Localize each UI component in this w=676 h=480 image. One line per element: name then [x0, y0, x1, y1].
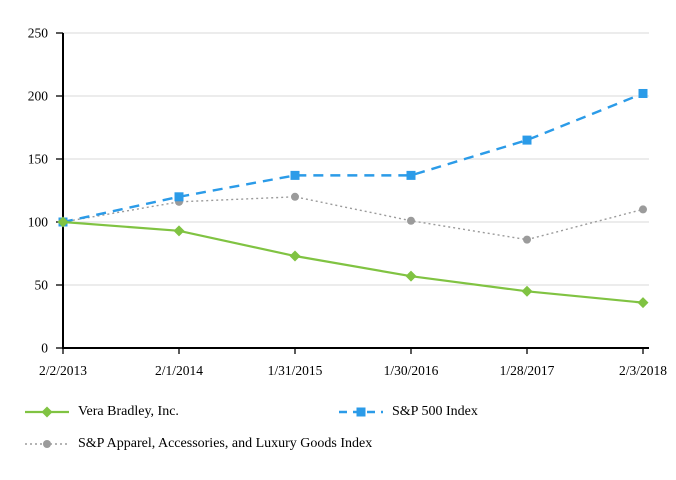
x-axis-tick-label: 1/28/2017	[500, 363, 555, 378]
x-axis-tick-label: 2/2/2013	[39, 363, 87, 378]
legend-swatch-s-p-500-index	[339, 407, 383, 417]
data-point-vera-bradley-inc-1/28/2017	[521, 285, 533, 297]
data-point-vera-bradley-inc-2/2/2013	[57, 216, 69, 228]
data-point-vera-bradley-inc-2/3/2018	[637, 297, 649, 309]
data-point-s-p-500-index-2/1/2014	[174, 192, 184, 202]
data-point-s-p-apparel-accessories-and-luxury-goods-index-1/30/2016	[407, 216, 415, 225]
legend-marker-vera-bradley	[25, 406, 69, 418]
legend-swatch-s-p-apparel-accessories-and-luxury-goods-index	[25, 440, 69, 448]
x-axis-tick-label: 2/1/2014	[155, 363, 203, 378]
legend-item-vera-bradley: Vera Bradley, Inc.	[25, 404, 179, 420]
legend-item-sp500: S&P 500 Index	[339, 404, 478, 420]
x-axis-tick-label: 2/3/2018	[619, 363, 667, 378]
y-axis-tick-label: 250	[28, 26, 49, 41]
data-point-vera-bradley-inc-1/30/2016	[405, 270, 417, 282]
data-point-s-p-apparel-accessories-and-luxury-goods-index-1/28/2017	[523, 235, 531, 244]
x-axis-tick-label: 1/31/2015	[268, 363, 323, 378]
data-point-s-p-apparel-accessories-and-luxury-goods-index-2/3/2018	[639, 205, 647, 214]
series-vera-bradley-inc	[57, 216, 649, 309]
legend-item-sp-apparel-index: S&P Apparel, Accessories, and Luxury Goo…	[25, 436, 372, 452]
data-point-vera-bradley-inc-1/31/2015	[289, 250, 301, 262]
legend-marker-shape	[43, 440, 51, 448]
series-line-s-p-500-index	[62, 92, 644, 224]
y-axis-tick-label: 0	[41, 341, 48, 356]
data-point-s-p-500-index-1/30/2016	[406, 170, 416, 180]
data-point-s-p-500-index-1/28/2017	[522, 135, 532, 145]
y-axis-tick-label: 50	[35, 278, 49, 293]
y-axis-tick-label: 100	[28, 215, 49, 230]
x-axis-tick-label: 1/30/2016	[384, 363, 439, 378]
series-s-p-apparel-accessories-and-luxury-goods-index	[59, 192, 647, 244]
data-point-s-p-500-index-1/31/2015	[290, 170, 300, 180]
y-axis-tick-label: 150	[28, 152, 49, 167]
data-point-vera-bradley-inc-2/1/2014	[173, 225, 185, 237]
legend-label-vera-bradley: Vera Bradley, Inc.	[78, 404, 179, 419]
legend-marker-shape	[41, 406, 53, 418]
chart-plot-area: 0 50 100 150 200 250 2/2/2013 2/1/2014 1/31/2015…	[28, 26, 667, 379]
legend-marker-sp-apparel-index	[25, 438, 69, 450]
series-s-p-500-index	[58, 88, 648, 227]
legend-swatch-vera-bradley-inc	[25, 406, 69, 418]
legend-marker-shape	[356, 407, 366, 417]
series-line-vera-bradley-inc	[62, 220, 644, 304]
data-point-s-p-500-index-2/3/2018	[638, 88, 648, 98]
legend-label-sp500: S&P 500 Index	[392, 404, 478, 419]
legend-marker-sp500	[339, 406, 383, 418]
y-axis-tick-label: 200	[28, 89, 49, 104]
legend-label-sp-apparel-index: S&P Apparel, Accessories, and Luxury Goo…	[78, 436, 373, 451]
data-point-s-p-apparel-accessories-and-luxury-goods-index-1/31/2015	[291, 192, 299, 201]
